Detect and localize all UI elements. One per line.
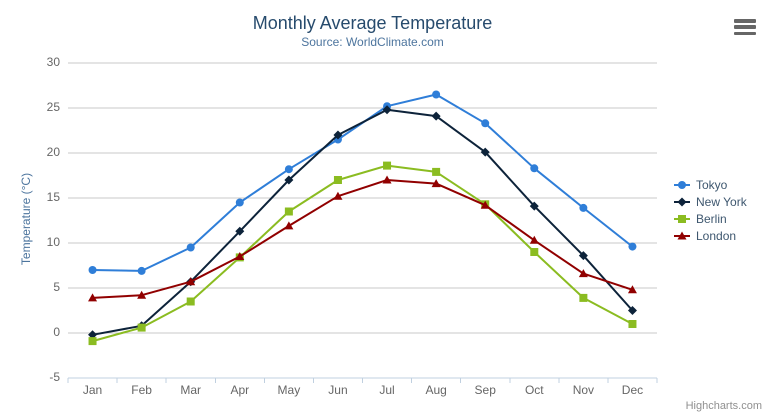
x-axis-label: May <box>277 383 301 397</box>
data-point-new-york[interactable] <box>235 226 245 236</box>
chart-title: Monthly Average Temperature <box>252 13 493 33</box>
y-axis-label: 30 <box>46 55 60 69</box>
data-point-tokyo[interactable] <box>137 266 146 275</box>
legend-label: New York <box>696 194 747 209</box>
x-axis-label: Feb <box>131 383 152 397</box>
y-axis-label: 25 <box>46 100 60 114</box>
data-point-berlin[interactable] <box>628 320 637 328</box>
legend-item-tokyo[interactable]: Tokyo <box>673 176 747 193</box>
series-line-tokyo[interactable] <box>91 93 634 272</box>
data-point-tokyo[interactable] <box>530 164 539 173</box>
data-point-berlin[interactable] <box>383 161 392 170</box>
series-line-new-york[interactable] <box>91 108 634 336</box>
series-line-london[interactable] <box>91 179 634 299</box>
hamburger-icon <box>734 19 756 23</box>
y-axis-label: 15 <box>46 190 60 204</box>
legend-item-new-york[interactable]: New York <box>673 193 747 210</box>
data-point-london[interactable] <box>88 293 98 302</box>
data-point-london[interactable] <box>186 277 196 286</box>
data-point-new-york[interactable] <box>480 147 490 157</box>
hamburger-icon <box>734 31 756 35</box>
data-point-new-york[interactable] <box>382 105 392 115</box>
data-point-new-york[interactable] <box>578 251 588 261</box>
y-axis-label: 5 <box>53 280 60 294</box>
hamburger-icon <box>734 25 756 29</box>
data-point-berlin[interactable] <box>186 297 195 306</box>
x-axis-label: Oct <box>524 383 544 397</box>
data-point-berlin[interactable] <box>284 207 293 216</box>
data-point-london[interactable] <box>431 179 441 188</box>
data-point-berlin[interactable] <box>333 176 342 184</box>
data-point-london[interactable] <box>529 235 539 244</box>
data-point-london[interactable] <box>578 269 588 278</box>
series-line-berlin[interactable] <box>91 164 634 343</box>
data-point-new-york[interactable] <box>627 306 637 315</box>
data-point-berlin[interactable] <box>88 337 97 346</box>
data-point-tokyo[interactable] <box>432 90 441 99</box>
data-point-berlin[interactable] <box>137 323 146 332</box>
data-point-berlin[interactable] <box>432 167 441 176</box>
circle-marker-icon <box>678 180 686 189</box>
triangle-marker-icon <box>674 231 690 239</box>
square-marker-icon <box>678 214 686 223</box>
triangle-marker-icon <box>677 231 687 239</box>
square-marker-icon <box>674 214 690 223</box>
export-menu-button[interactable] <box>733 19 757 35</box>
x-axis-label: Nov <box>572 383 595 397</box>
x-axis-label: Mar <box>180 383 202 397</box>
x-axis-label: Apr <box>230 383 250 397</box>
y-axis-label: 0 <box>53 325 60 339</box>
x-axis-label: Sep <box>474 383 496 397</box>
data-point-tokyo[interactable] <box>186 243 195 252</box>
x-axis-label: Jun <box>328 383 348 397</box>
legend-label: London <box>696 228 737 243</box>
legend: Tokyo New York Berlin London <box>673 176 747 244</box>
data-point-london[interactable] <box>382 175 392 184</box>
x-axis-label: Jul <box>379 383 395 397</box>
legend-label: Berlin <box>696 211 727 226</box>
data-point-berlin[interactable] <box>530 248 539 256</box>
diamond-marker-icon <box>674 197 690 206</box>
data-point-tokyo[interactable] <box>579 203 588 212</box>
data-point-new-york[interactable] <box>284 175 294 185</box>
data-point-tokyo[interactable] <box>284 165 293 174</box>
diamond-marker-icon <box>677 197 687 206</box>
data-point-london[interactable] <box>235 252 245 260</box>
data-point-new-york[interactable] <box>333 130 343 140</box>
data-point-new-york[interactable] <box>431 111 441 121</box>
data-point-london[interactable] <box>137 290 147 299</box>
y-axis-label: -5 <box>49 370 60 384</box>
x-axis-label: Aug <box>425 383 447 397</box>
data-point-london[interactable] <box>333 191 343 200</box>
legend-label: Tokyo <box>696 177 728 192</box>
chart-subtitle: Source: WorldClimate.com <box>301 35 444 49</box>
legend-item-london[interactable]: London <box>673 227 747 244</box>
data-point-tokyo[interactable] <box>481 119 490 128</box>
legend-item-berlin[interactable]: Berlin <box>673 210 747 227</box>
data-point-london[interactable] <box>627 285 637 294</box>
circle-marker-icon <box>674 180 690 189</box>
credits-link[interactable]: Highcharts.com <box>685 400 762 412</box>
data-point-london[interactable] <box>480 200 490 209</box>
data-point-london[interactable] <box>284 221 294 230</box>
y-axis-label: 20 <box>46 145 60 159</box>
data-point-tokyo[interactable] <box>235 198 244 207</box>
data-point-new-york[interactable] <box>88 330 98 340</box>
data-point-berlin[interactable] <box>579 293 588 302</box>
data-point-new-york[interactable] <box>529 201 539 211</box>
data-point-tokyo[interactable] <box>628 242 637 251</box>
y-axis-label: 10 <box>46 235 60 249</box>
data-point-tokyo[interactable] <box>88 266 97 274</box>
x-axis-label: Jan <box>82 383 103 397</box>
x-axis-label: Dec <box>621 383 644 397</box>
